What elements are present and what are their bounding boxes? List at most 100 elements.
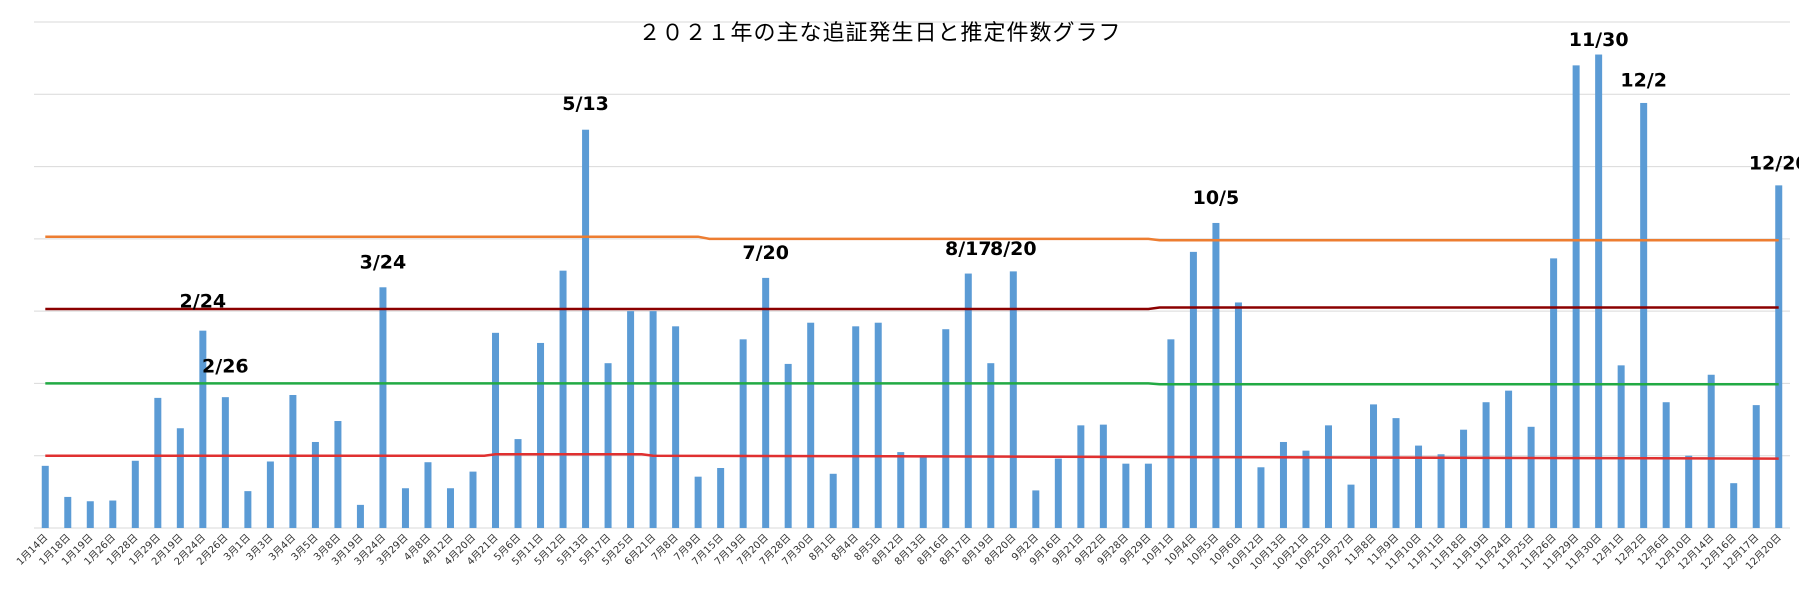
bar-annotation: 2/26 [202, 356, 249, 378]
bar [874, 322, 882, 528]
bar [1415, 445, 1423, 528]
bar-annotations: 2/24 2/26 3/24 5/13 7/20 8/178/20 10/5 11/30 12/… [180, 29, 1799, 378]
chart-title: ２０２１年の主な追証発生日と推定件数グラフ [638, 21, 1121, 46]
reference-line [45, 453, 1779, 460]
bar [942, 329, 950, 528]
bar [1707, 374, 1715, 528]
bar [1257, 467, 1265, 528]
bar [762, 277, 770, 528]
bar [492, 332, 500, 528]
bar [717, 468, 725, 528]
bar [1279, 441, 1287, 528]
grid-lines [34, 21, 1790, 529]
bar [1595, 54, 1603, 529]
bar [807, 322, 815, 528]
bar [379, 287, 387, 528]
bar [1640, 102, 1648, 529]
bar [469, 471, 477, 528]
bar [1505, 390, 1513, 528]
bar-annotation: 11/30 [1569, 29, 1629, 51]
reference-line [45, 382, 1779, 386]
bar [739, 339, 747, 528]
bar [1077, 425, 1085, 528]
bar [1437, 454, 1445, 528]
reference-line [45, 306, 1779, 311]
bar [244, 491, 252, 528]
bar [514, 439, 522, 528]
bar [356, 504, 364, 528]
bar [1460, 429, 1468, 528]
bar [1009, 271, 1017, 528]
bars [41, 54, 1783, 529]
bar [1662, 402, 1670, 528]
bar [311, 441, 319, 528]
bar [1347, 484, 1355, 528]
bar [559, 270, 567, 528]
bar [1122, 463, 1130, 528]
bar-annotation: 7/20 [742, 242, 789, 264]
bar [987, 363, 995, 528]
x-axis-tick-labels: 1月14日1月18日1月19日1月26日1月28日1月29日2月19日2月24日… [14, 532, 1784, 573]
bar [109, 500, 117, 528]
bar [694, 476, 702, 528]
bar-annotation: 8/17 [945, 238, 992, 260]
bar [334, 421, 342, 528]
bar [1189, 251, 1197, 528]
bar [1392, 418, 1400, 528]
bar [829, 473, 837, 528]
bar [649, 311, 657, 528]
bar-annotation: 3/24 [360, 251, 407, 273]
bar [131, 460, 139, 528]
bar-annotation: 12/20 [1749, 152, 1799, 174]
bar [1730, 483, 1738, 528]
bar-annotation: 10/5 [1193, 187, 1240, 209]
bar [1775, 185, 1783, 528]
bar [1144, 463, 1152, 528]
bar-annotation: 8/20 [990, 238, 1037, 260]
bar [401, 488, 409, 528]
bar [1685, 455, 1693, 528]
bar [1324, 425, 1332, 528]
bar [199, 330, 207, 528]
bar [1752, 405, 1760, 528]
bar [672, 326, 680, 528]
bar [1212, 222, 1220, 528]
bar [1572, 65, 1580, 528]
bar [64, 496, 72, 528]
bar [919, 457, 927, 528]
bar [852, 326, 860, 528]
bar [1099, 424, 1107, 528]
bar [1032, 490, 1040, 528]
bar [86, 501, 94, 528]
bar [1054, 458, 1062, 528]
bar [221, 397, 229, 528]
bar [784, 363, 792, 528]
bar [266, 461, 274, 528]
bar [1617, 365, 1625, 528]
bar [582, 129, 590, 528]
bar-annotation: 12/2 [1620, 69, 1667, 91]
bar [1527, 426, 1535, 528]
bar [964, 273, 972, 528]
bar [537, 342, 545, 528]
bar-annotation: 5/13 [562, 93, 609, 115]
bar [1302, 450, 1310, 528]
bar [176, 428, 184, 528]
bar [154, 397, 162, 528]
bar-annotation: 2/24 [180, 291, 227, 313]
bar [1234, 302, 1242, 528]
bar [1370, 404, 1378, 528]
reference-lines [45, 235, 1779, 460]
bar [1550, 258, 1558, 528]
bar [1167, 339, 1175, 528]
bar [897, 452, 905, 528]
bar [1482, 402, 1490, 528]
bar [289, 394, 297, 528]
bar [627, 311, 635, 528]
bar [41, 465, 49, 528]
bar [604, 363, 612, 528]
bar [424, 462, 432, 528]
reference-line [45, 235, 1779, 242]
